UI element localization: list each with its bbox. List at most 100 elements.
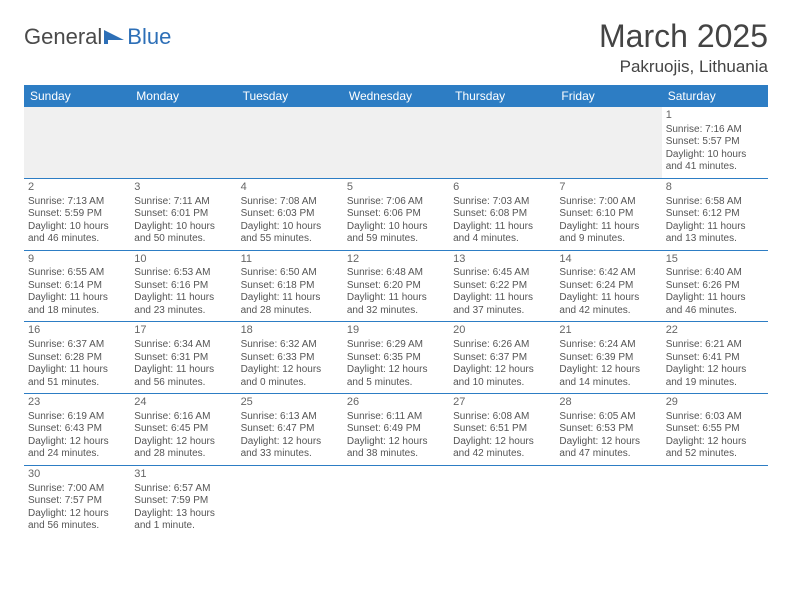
- day-sunset: Sunset: 6:43 PM: [28, 423, 126, 436]
- day-daylight: Daylight: 11 hours and 13 minutes.: [666, 221, 764, 246]
- day-header: Monday: [130, 85, 236, 107]
- day-daylight: Daylight: 11 hours and 37 minutes.: [453, 292, 551, 317]
- day-daylight: Daylight: 11 hours and 46 minutes.: [666, 292, 764, 317]
- calendar-day: 5Sunrise: 7:06 AMSunset: 6:06 PMDaylight…: [343, 178, 449, 250]
- day-number: 25: [241, 396, 339, 410]
- day-number: 18: [241, 324, 339, 338]
- title-block: March 2025 Pakruojis, Lithuania: [599, 18, 768, 77]
- day-sunrise: Sunrise: 6:24 AM: [559, 339, 657, 352]
- day-number: 7: [559, 181, 657, 195]
- day-sunset: Sunset: 6:33 PM: [241, 352, 339, 365]
- day-header: Saturday: [662, 85, 768, 107]
- day-sunrise: Sunrise: 6:57 AM: [134, 483, 232, 496]
- day-number: 10: [134, 253, 232, 267]
- day-number: 14: [559, 253, 657, 267]
- calendar-day: 29Sunrise: 6:03 AMSunset: 6:55 PMDayligh…: [662, 394, 768, 466]
- day-daylight: Daylight: 12 hours and 0 minutes.: [241, 364, 339, 389]
- location: Pakruojis, Lithuania: [599, 57, 768, 77]
- calendar-day: 9Sunrise: 6:55 AMSunset: 6:14 PMDaylight…: [24, 250, 130, 322]
- header: General Blue March 2025 Pakruojis, Lithu…: [24, 18, 768, 77]
- day-sunset: Sunset: 6:39 PM: [559, 352, 657, 365]
- day-sunset: Sunset: 6:37 PM: [453, 352, 551, 365]
- day-sunrise: Sunrise: 6:19 AM: [28, 411, 126, 424]
- day-sunrise: Sunrise: 6:48 AM: [347, 267, 445, 280]
- day-number: 3: [134, 181, 232, 195]
- day-sunset: Sunset: 6:41 PM: [666, 352, 764, 365]
- day-daylight: Daylight: 11 hours and 23 minutes.: [134, 292, 232, 317]
- day-sunrise: Sunrise: 7:16 AM: [666, 124, 764, 137]
- day-sunrise: Sunrise: 6:16 AM: [134, 411, 232, 424]
- day-sunrise: Sunrise: 6:40 AM: [666, 267, 764, 280]
- calendar-table: SundayMondayTuesdayWednesdayThursdayFrid…: [24, 85, 768, 537]
- day-number: 27: [453, 396, 551, 410]
- day-sunset: Sunset: 6:35 PM: [347, 352, 445, 365]
- day-daylight: Daylight: 13 hours and 1 minute.: [134, 508, 232, 533]
- day-daylight: Daylight: 11 hours and 9 minutes.: [559, 221, 657, 246]
- logo-text-1: General: [24, 24, 102, 50]
- day-daylight: Daylight: 12 hours and 38 minutes.: [347, 436, 445, 461]
- month-title: March 2025: [599, 18, 768, 55]
- day-sunset: Sunset: 6:18 PM: [241, 280, 339, 293]
- day-sunrise: Sunrise: 6:42 AM: [559, 267, 657, 280]
- day-sunset: Sunset: 7:59 PM: [134, 495, 232, 508]
- day-sunset: Sunset: 7:57 PM: [28, 495, 126, 508]
- day-number: 9: [28, 253, 126, 267]
- day-sunrise: Sunrise: 7:00 AM: [559, 196, 657, 209]
- day-number: 23: [28, 396, 126, 410]
- day-daylight: Daylight: 10 hours and 55 minutes.: [241, 221, 339, 246]
- day-sunrise: Sunrise: 6:13 AM: [241, 411, 339, 424]
- day-sunset: Sunset: 6:10 PM: [559, 208, 657, 221]
- calendar-week: 23Sunrise: 6:19 AMSunset: 6:43 PM Dayligh…: [24, 394, 768, 466]
- day-daylight: Daylight: 11 hours and 4 minutes.: [453, 221, 551, 246]
- day-number: 4: [241, 181, 339, 195]
- calendar-day: [662, 465, 768, 536]
- calendar-day: [130, 107, 236, 178]
- day-daylight: Daylight: 12 hours and 52 minutes.: [666, 436, 764, 461]
- day-daylight: Daylight: 12 hours and 10 minutes.: [453, 364, 551, 389]
- logo: General Blue: [24, 18, 171, 50]
- calendar-week: 9Sunrise: 6:55 AMSunset: 6:14 PMDaylight…: [24, 250, 768, 322]
- calendar-day: 8Sunrise: 6:58 AMSunset: 6:12 PMDaylight…: [662, 178, 768, 250]
- day-daylight: Daylight: 10 hours and 59 minutes.: [347, 221, 445, 246]
- calendar-day: 21Sunrise: 6:24 AMSunset: 6:39 PMDayligh…: [555, 322, 661, 394]
- day-sunset: Sunset: 6:24 PM: [559, 280, 657, 293]
- calendar-day: 3Sunrise: 7:11 AMSunset: 6:01 PMDaylight…: [130, 178, 236, 250]
- day-header: Tuesday: [237, 85, 343, 107]
- day-daylight: Daylight: 12 hours and 14 minutes.: [559, 364, 657, 389]
- calendar-day: 4Sunrise: 7:08 AMSunset: 6:03 PMDaylight…: [237, 178, 343, 250]
- day-sunset: Sunset: 6:31 PM: [134, 352, 232, 365]
- day-sunrise: Sunrise: 6:21 AM: [666, 339, 764, 352]
- day-sunrise: Sunrise: 7:00 AM: [28, 483, 126, 496]
- day-number: 21: [559, 324, 657, 338]
- calendar-day: 27Sunrise: 6:08 AMSunset: 6:51 PMDayligh…: [449, 394, 555, 466]
- calendar-day: 28Sunrise: 6:05 AMSunset: 6:53 PMDayligh…: [555, 394, 661, 466]
- day-sunrise: Sunrise: 7:03 AM: [453, 196, 551, 209]
- day-sunset: Sunset: 6:51 PM: [453, 423, 551, 436]
- day-sunset: Sunset: 6:28 PM: [28, 352, 126, 365]
- day-sunrise: Sunrise: 6:55 AM: [28, 267, 126, 280]
- day-sunrise: Sunrise: 7:06 AM: [347, 196, 445, 209]
- day-daylight: Daylight: 10 hours and 41 minutes.: [666, 149, 764, 174]
- calendar-day: 1Sunrise: 7:16 AMSunset: 5:57 PMDaylight…: [662, 107, 768, 178]
- day-sunrise: Sunrise: 6:37 AM: [28, 339, 126, 352]
- day-number: 12: [347, 253, 445, 267]
- calendar-day: 26Sunrise: 6:11 AMSunset: 6:49 PMDayligh…: [343, 394, 449, 466]
- day-number: 22: [666, 324, 764, 338]
- day-sunset: Sunset: 6:53 PM: [559, 423, 657, 436]
- day-sunset: Sunset: 6:12 PM: [666, 208, 764, 221]
- day-sunset: Sunset: 6:47 PM: [241, 423, 339, 436]
- day-number: 29: [666, 396, 764, 410]
- day-sunrise: Sunrise: 6:05 AM: [559, 411, 657, 424]
- day-daylight: Daylight: 11 hours and 56 minutes.: [134, 364, 232, 389]
- day-sunset: Sunset: 6:55 PM: [666, 423, 764, 436]
- calendar-day: 19Sunrise: 6:29 AMSunset: 6:35 PMDayligh…: [343, 322, 449, 394]
- calendar-week: 2Sunrise: 7:13 AMSunset: 5:59 PMDaylight…: [24, 178, 768, 250]
- day-daylight: Daylight: 12 hours and 33 minutes.: [241, 436, 339, 461]
- day-number: 13: [453, 253, 551, 267]
- calendar-day: [555, 107, 661, 178]
- day-sunrise: Sunrise: 7:13 AM: [28, 196, 126, 209]
- day-number: 26: [347, 396, 445, 410]
- calendar-day: 7Sunrise: 7:00 AMSunset: 6:10 PMDaylight…: [555, 178, 661, 250]
- day-sunrise: Sunrise: 6:45 AM: [453, 267, 551, 280]
- day-sunrise: Sunrise: 6:32 AM: [241, 339, 339, 352]
